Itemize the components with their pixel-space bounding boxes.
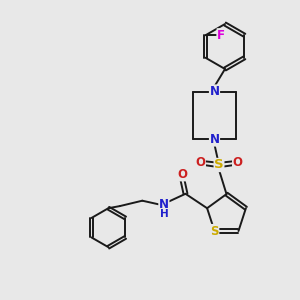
Text: N: N	[209, 85, 220, 98]
Text: O: O	[177, 168, 187, 181]
Text: O: O	[232, 156, 243, 169]
Text: N: N	[159, 198, 169, 211]
Text: O: O	[195, 156, 206, 169]
Text: S: S	[214, 158, 224, 172]
Text: N: N	[209, 133, 220, 146]
Text: H: H	[160, 209, 168, 219]
Text: S: S	[210, 224, 219, 238]
Text: F: F	[217, 29, 225, 42]
